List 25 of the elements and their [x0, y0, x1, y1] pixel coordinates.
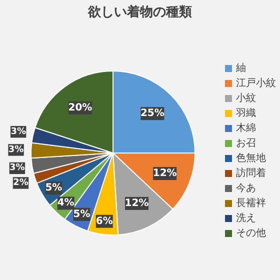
legend-label: 今あ [236, 182, 256, 196]
legend-label: その他 [236, 227, 266, 241]
data-label: 3% [8, 144, 24, 155]
data-label: 5% [45, 182, 62, 194]
legend-label: 小紋 [236, 92, 256, 106]
data-label: 3% [10, 163, 25, 174]
data-label: 20% [68, 102, 92, 114]
legend-label: 訪問着 [236, 166, 266, 181]
data-label: 4% [57, 198, 74, 209]
data-label: 25% [140, 108, 164, 120]
legend-label: 色無地 [236, 152, 266, 166]
legend-label: 羽織 [236, 106, 256, 121]
legend-label: 洗え [236, 212, 256, 226]
data-label: 5% [73, 208, 90, 220]
legend-label: 木綿 [236, 122, 256, 136]
chart-title: 欲しい着物の種類 [86, 4, 193, 22]
legend-label: 紬 [236, 62, 246, 76]
data-label: 6% [96, 216, 113, 227]
data-label: 12% [124, 198, 149, 209]
data-label: 2% [13, 178, 28, 188]
legend-label: お召 [236, 137, 256, 151]
data-label: 12% [152, 168, 177, 180]
data-label: 3% [10, 126, 26, 137]
legend-label: 江戸小紋 [236, 76, 276, 91]
legend-label: 長襦袢 [236, 196, 266, 211]
